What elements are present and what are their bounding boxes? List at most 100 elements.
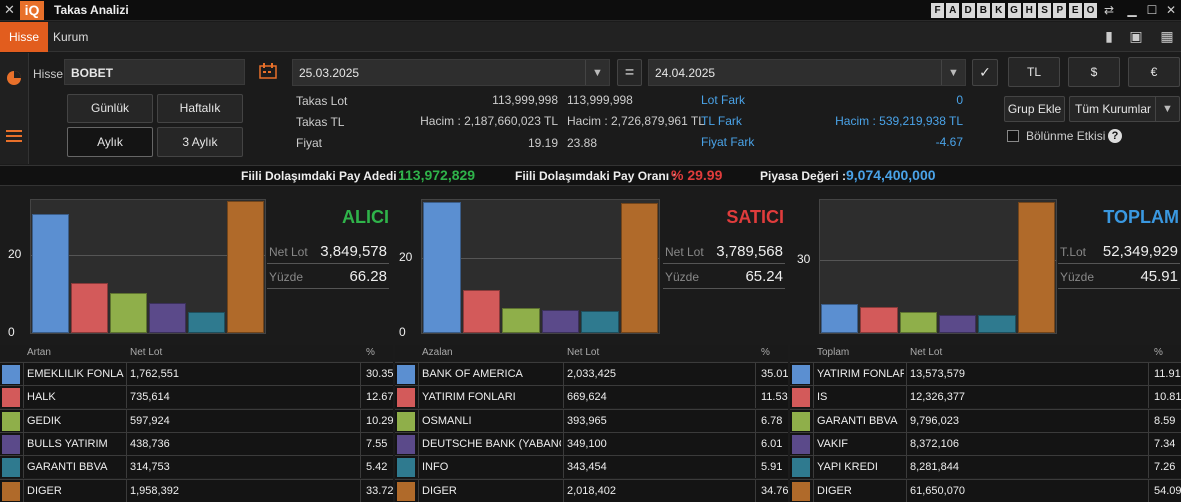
period-aylik-button[interactable]: Aylık — [67, 127, 153, 157]
table-row[interactable]: GEDIK 597,924 10.29 — [0, 408, 394, 432]
letter-key-k[interactable]: K — [992, 3, 1006, 18]
pay-orani-value: % 29.99 — [671, 167, 723, 183]
stat-row: Yüzde 66.28 — [267, 267, 389, 289]
color-swatch — [2, 481, 20, 501]
institution-name: DIGER — [422, 484, 457, 497]
chart-bar-5[interactable] — [581, 310, 619, 333]
minimize-icon[interactable]: ▁ — [1127, 3, 1137, 17]
column-header[interactable]: % — [761, 347, 770, 358]
menu-icon[interactable] — [6, 129, 22, 143]
chart-bar-3[interactable] — [502, 307, 540, 333]
period-3aylik-button[interactable]: 3 Aylık — [157, 127, 243, 157]
column-header[interactable]: Azalan — [422, 347, 453, 358]
start-date-picker[interactable]: 25.03.2025 ▼ — [292, 59, 610, 86]
chart-bar-3[interactable] — [899, 312, 937, 333]
currency-usd-button[interactable]: $ — [1068, 57, 1120, 87]
letter-key-a[interactable]: A — [946, 3, 960, 18]
bar-chart-icon[interactable]: ▮ — [1105, 28, 1113, 44]
chart-bar-5[interactable] — [978, 315, 1016, 333]
chart-bar-2[interactable] — [462, 289, 500, 333]
table-row[interactable]: GARANTI BBVA 9,796,023 8.59 — [790, 408, 1181, 432]
chart-bar-1[interactable] — [423, 201, 461, 333]
table-row[interactable]: DIGER 1,958,392 33.72 — [0, 478, 394, 502]
link-icon[interactable]: ⇄ — [1103, 3, 1115, 17]
maximize-icon[interactable]: ☐ — [1146, 3, 1158, 17]
column-header[interactable]: Artan — [27, 347, 51, 358]
end-date-picker[interactable]: 24.04.2025 ▼ — [648, 59, 966, 86]
institution-name: DEUTSCHE BANK (YABANCI) — [422, 437, 561, 450]
column-header[interactable]: % — [1154, 347, 1163, 358]
table-row[interactable]: IS 12,326,377 10.81 — [790, 385, 1181, 409]
letter-key-f[interactable]: F — [931, 3, 944, 18]
table-row[interactable]: INFO 343,454 5.91 — [395, 455, 788, 479]
letter-key-b[interactable]: B — [976, 3, 990, 18]
bolunme-checkbox[interactable] — [1007, 130, 1019, 142]
net-lot-value: 349,100 — [567, 437, 607, 450]
table-row[interactable]: HALK 735,614 12.67 — [0, 385, 394, 409]
grup-ekle-button[interactable]: Grup Ekle — [1004, 96, 1065, 122]
chart-bar-6[interactable] — [227, 201, 264, 333]
column-header[interactable]: % — [366, 347, 375, 358]
close-icon[interactable]: ✕ — [1165, 3, 1177, 17]
chart-bar-3[interactable] — [110, 292, 147, 333]
net-lot-value: 2,018,402 — [567, 484, 616, 497]
table-row[interactable]: VAKIF 8,372,106 7.34 — [790, 431, 1181, 455]
letter-key-h[interactable]: H — [1022, 3, 1036, 18]
chart-bar-5[interactable] — [188, 311, 225, 333]
chart-bar-2[interactable] — [860, 306, 898, 333]
table-row[interactable]: DIGER 2,018,402 34.76 — [395, 478, 789, 502]
chart-bar-6[interactable] — [1017, 202, 1055, 333]
table-row[interactable]: DIGER 61,650,070 54.09 — [790, 478, 1181, 502]
chevron-down-icon[interactable]: ▼ — [941, 60, 965, 85]
currency-eur-button[interactable]: € — [1128, 57, 1180, 87]
chevron-down-icon[interactable]: ▼ — [1155, 97, 1179, 121]
table-row[interactable]: BULLS YATIRIM 438,736 7.55 — [0, 431, 393, 455]
letter-key-o[interactable]: O — [1084, 3, 1097, 18]
column-divider — [906, 456, 907, 479]
table-row[interactable]: BANK OF AMERICA 2,033,425 35.01 — [395, 362, 789, 385]
help-icon[interactable]: ? — [1108, 129, 1122, 143]
table-row[interactable]: EMEKLILIK FONLARI 1,762,551 30.35 — [0, 362, 394, 385]
column-header[interactable]: Net Lot — [130, 347, 163, 358]
period-gunluk-button[interactable]: Günlük — [67, 94, 153, 123]
calendar-icon[interactable] — [259, 63, 277, 79]
table-row[interactable]: DEUTSCHE BANK (YABANCI) 349,100 6.01 — [395, 431, 788, 455]
letter-key-p[interactable]: P — [1053, 3, 1067, 18]
period-haftalik-button[interactable]: Haftalık — [157, 94, 243, 123]
save-icon[interactable]: ▣ — [1129, 28, 1143, 44]
pie-chart-icon[interactable] — [6, 70, 22, 86]
chart-bar-4[interactable] — [541, 310, 579, 333]
currency-tl-button[interactable]: TL — [1008, 57, 1060, 87]
start-lot-value: 113,999,998 — [492, 93, 558, 107]
chart-bar-1[interactable] — [32, 214, 69, 333]
table-row[interactable]: GARANTI BBVA 314,753 5.42 — [0, 455, 393, 479]
letter-key-d[interactable]: D — [961, 3, 975, 18]
tab-kurum[interactable]: Kurum — [53, 30, 89, 44]
kurum-select[interactable]: Tüm Kurumlar ▼ — [1069, 96, 1180, 122]
tab-hisse[interactable]: Hisse — [0, 22, 49, 52]
chart-bar-4[interactable] — [149, 303, 186, 333]
letter-key-g[interactable]: G — [1007, 3, 1021, 18]
spreadsheet-icon[interactable]: ▦ — [1160, 28, 1174, 44]
table-row[interactable]: OSMANLI 393,965 6.78 — [395, 408, 788, 432]
equals-button[interactable]: = — [617, 59, 642, 86]
letter-key-s[interactable]: S — [1038, 3, 1052, 18]
table-row[interactable]: YATIRIM FONLARI 13,573,579 11.91 — [790, 362, 1181, 385]
column-header[interactable]: Net Lot — [910, 347, 943, 358]
table-row[interactable]: YAPI KREDI 8,281,844 7.26 — [790, 455, 1181, 479]
table-row[interactable]: YATIRIM FONLARI 669,624 11.53 — [395, 385, 788, 409]
column-divider — [126, 479, 127, 502]
column-header[interactable]: Toplam — [817, 347, 850, 358]
toplam-table: Toplam Net Lot% YATIRIM FONLARI 13,573,579 1… — [790, 345, 1181, 502]
letter-key-e[interactable]: E — [1068, 3, 1082, 18]
chart-bar-6[interactable] — [620, 202, 658, 333]
chart-bar-2[interactable] — [71, 283, 108, 333]
chart-bar-4[interactable] — [939, 315, 977, 333]
check-button[interactable]: ✓ — [972, 59, 998, 86]
column-divider — [1148, 456, 1149, 479]
column-header[interactable]: Net Lot — [567, 347, 600, 358]
chevron-down-icon[interactable]: ▼ — [585, 60, 609, 85]
chart-bar-1[interactable] — [821, 304, 859, 333]
close-tab-icon[interactable]: ✕ — [4, 2, 15, 17]
hisse-input[interactable]: BOBET — [64, 59, 245, 85]
